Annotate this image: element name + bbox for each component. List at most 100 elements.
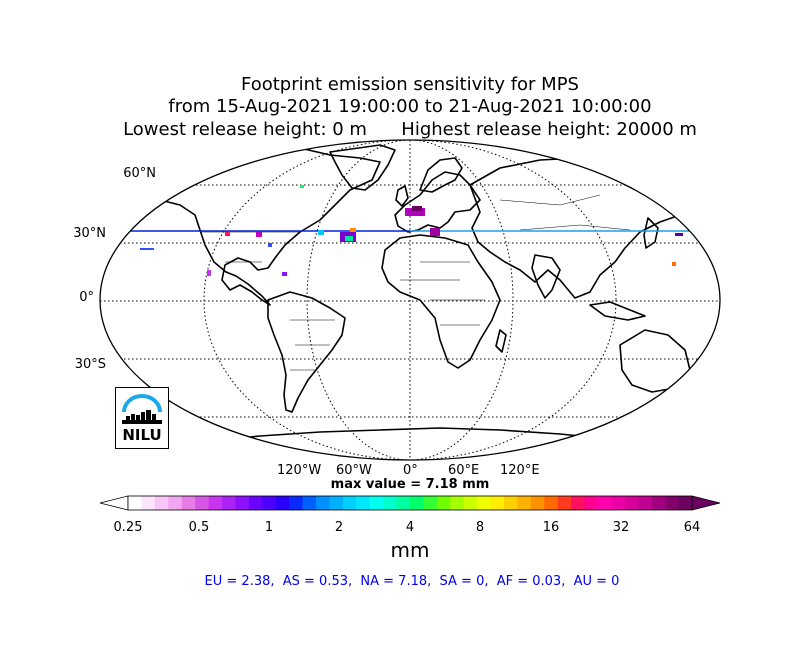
nilu-logo-text: NILU [122, 426, 162, 444]
nilu-logo-arc [122, 394, 162, 413]
colorbar-cell [423, 496, 438, 510]
colorbar-cell [289, 496, 303, 510]
colorbar-cell [490, 496, 505, 510]
europe-coast [394, 171, 481, 233]
lon-label-60w: 60°W [336, 463, 372, 478]
se-asia-islands [589, 301, 646, 321]
country-borders [200, 194, 631, 371]
madagascar-coast [495, 329, 507, 353]
nilu-logo-building-1 [126, 416, 130, 421]
colorbar-cell [181, 496, 196, 510]
patch-europe [405, 208, 425, 216]
borders-south-america [290, 319, 335, 371]
colorbar [99, 495, 721, 511]
colorbar-cell [195, 496, 209, 510]
graticule-lon-60 [306, 140, 514, 460]
africa-coast [381, 234, 501, 369]
colorbar-cell [329, 496, 344, 510]
colorbar-cell [154, 496, 169, 510]
colorbar-cell [544, 496, 559, 510]
colorbar-cell [410, 496, 424, 510]
colorbar-tick-8: 8 [475, 520, 485, 535]
colorbar-cell [678, 496, 693, 510]
regional-values: EU = 2.38, AS = 0.53, NA = 7.18, SA = 0,… [204, 574, 620, 589]
patch-na-3 [268, 243, 272, 247]
asia-coast [469, 157, 701, 299]
colorbar-cell [477, 496, 491, 510]
nilu-logo-ground [122, 420, 162, 424]
borders-africa [400, 261, 485, 326]
patch-atlantic-4 [318, 230, 324, 235]
patch-na-4 [207, 270, 211, 276]
colorbar-cell [530, 496, 545, 510]
australia-coast [619, 329, 691, 393]
patch-arctic [300, 185, 304, 188]
colorbar-cell [624, 496, 639, 510]
patch-europe-core [412, 206, 422, 211]
patch-na-1 [225, 232, 230, 236]
colorbar-cell [128, 496, 142, 510]
colorbar-high-arrow [691, 495, 721, 511]
colorbar-cell [141, 496, 156, 510]
colorbar-cell [168, 496, 183, 510]
patch-na-5 [282, 272, 287, 276]
colorbar-cell [208, 496, 223, 510]
colorbar-cells [128, 496, 693, 510]
colorbar-cell [638, 496, 653, 510]
nilu-logo-emblem [122, 394, 162, 424]
uk-coast [395, 185, 409, 207]
colorbar-cell [369, 496, 384, 510]
lon-label-120w: 120°W [277, 463, 322, 478]
colorbar-tick-2: 2 [334, 520, 344, 535]
colorbar-cell [598, 496, 612, 510]
colorbar-cell [651, 496, 666, 510]
colorbar-cell [316, 496, 330, 510]
colorbar-cell [504, 496, 518, 510]
colorbar-cell [611, 496, 626, 510]
south-america-coast [267, 291, 346, 413]
lon-label-120e: 120°E [500, 463, 540, 478]
max-value-label: max value = 7.18 mm [330, 477, 490, 492]
greenland-coast [329, 144, 396, 191]
japan-coast [643, 217, 659, 249]
colorbar-tick-32: 32 [612, 520, 630, 535]
colorbar-cell [235, 496, 250, 510]
borders-asia [499, 194, 631, 231]
map-content [100, 140, 720, 460]
coastlines [119, 144, 709, 447]
colorbar-cell [571, 496, 585, 510]
colorbar-cell [383, 496, 397, 510]
colorbar-tick-0-25: 0.25 [113, 520, 143, 535]
nilu-logo: NILU [115, 387, 169, 449]
nilu-logo-building-2 [131, 414, 135, 421]
lon-label-0: 0° [403, 463, 418, 478]
colorbar-tick-64: 64 [683, 520, 701, 535]
globe-outline [99, 139, 721, 461]
colorbar-tick-16: 16 [542, 520, 560, 535]
patch-pacific-2 [672, 262, 676, 266]
colorbar-cell [302, 496, 317, 510]
new-zealand-coast [693, 384, 709, 411]
colorbar-cell [396, 496, 411, 510]
lat-label-30s: 30°S [74, 357, 106, 372]
colorbar-cell [342, 496, 357, 510]
colorbar-cell [262, 496, 277, 510]
colorbar-unit-label: mm [390, 538, 430, 562]
colorbar-cell [665, 496, 679, 510]
lat-label-60n: 60°N [123, 166, 156, 181]
colorbar-frame [127, 495, 693, 511]
colorbar-cell [356, 496, 371, 510]
map-title-line-3: Lowest release height: 0 m Highest relea… [123, 119, 697, 140]
graticule-lon-120 [203, 140, 617, 460]
colorbar-cell [557, 496, 572, 510]
colorbar-tick-1: 1 [264, 520, 274, 535]
nilu-logo-building-3 [136, 415, 140, 421]
scandinavia-coast [419, 157, 463, 193]
patch-pacific-asia [675, 233, 683, 236]
lon-label-60e: 60°E [448, 463, 480, 478]
colorbar-cell [248, 496, 263, 510]
patch-atlantic-2 [345, 236, 353, 241]
nilu-logo-building-4 [141, 412, 145, 421]
nilu-logo-building-5 [146, 410, 151, 421]
